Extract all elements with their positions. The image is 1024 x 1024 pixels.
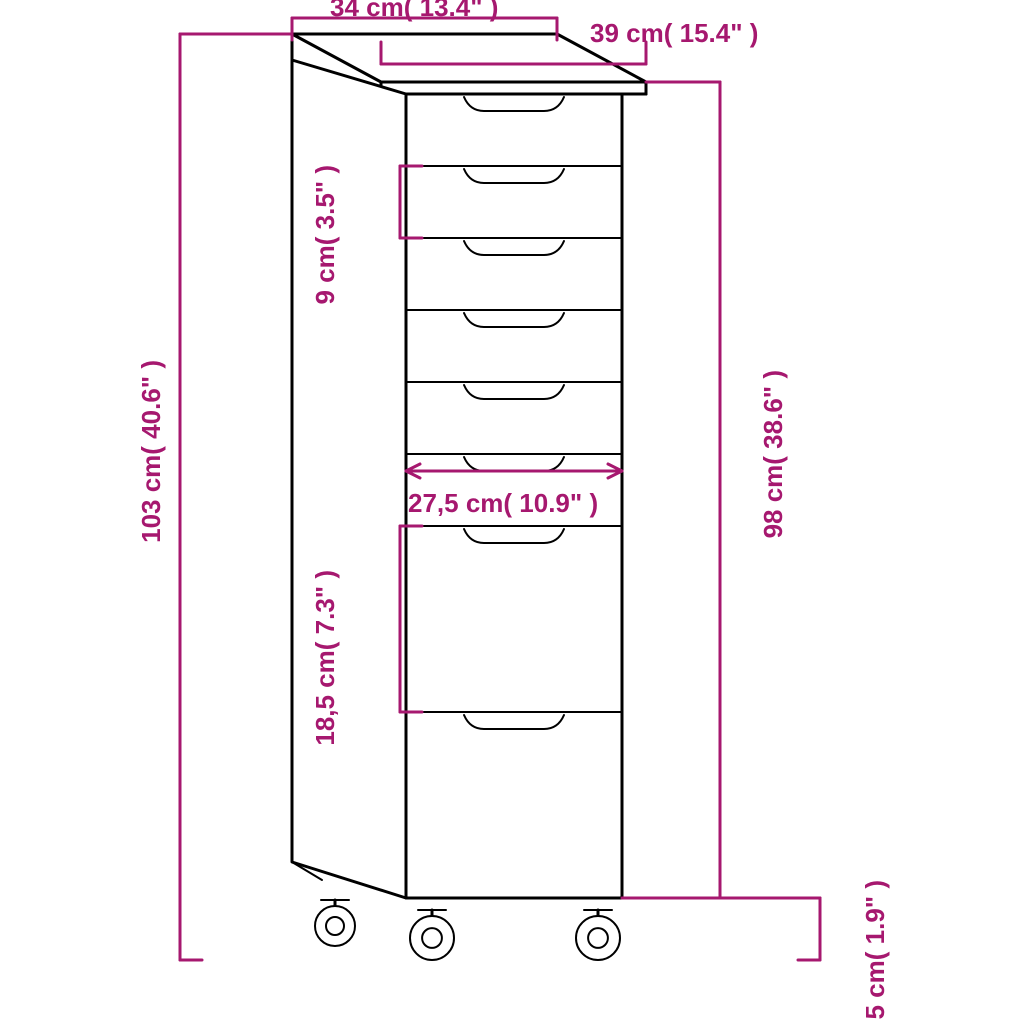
diagram-stage: 34 cm( 13.4" ) 39 cm( 15.4" ) 9 cm( 3.5" )… bbox=[0, 0, 1024, 1024]
dim-label-total_h: 103 cm( 40.6" ) bbox=[138, 360, 164, 543]
dim-label-width: 39 cm( 15.4" ) bbox=[590, 20, 758, 46]
dim-label-big_drawer_h: 18,5 cm( 7.3" ) bbox=[312, 570, 338, 746]
dim-label-drawer_w: 27,5 cm( 10.9" ) bbox=[408, 490, 598, 516]
dim-label-wheel_h: 5 cm( 1.9" ) bbox=[862, 880, 888, 1020]
dim-label-depth: 34 cm( 13.4" ) bbox=[330, 0, 498, 20]
dim-label-drawer_h: 9 cm( 3.5" ) bbox=[312, 165, 338, 305]
dim-label-body_h: 98 cm( 38.6" ) bbox=[760, 370, 786, 538]
